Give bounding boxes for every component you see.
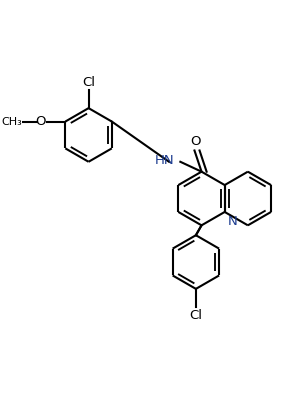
Text: Cl: Cl: [82, 76, 95, 89]
Text: Cl: Cl: [189, 308, 202, 322]
Text: HN: HN: [155, 154, 175, 167]
Text: CH₃: CH₃: [1, 117, 22, 127]
Text: N: N: [228, 215, 238, 228]
Text: O: O: [35, 115, 46, 128]
Text: O: O: [191, 135, 201, 148]
